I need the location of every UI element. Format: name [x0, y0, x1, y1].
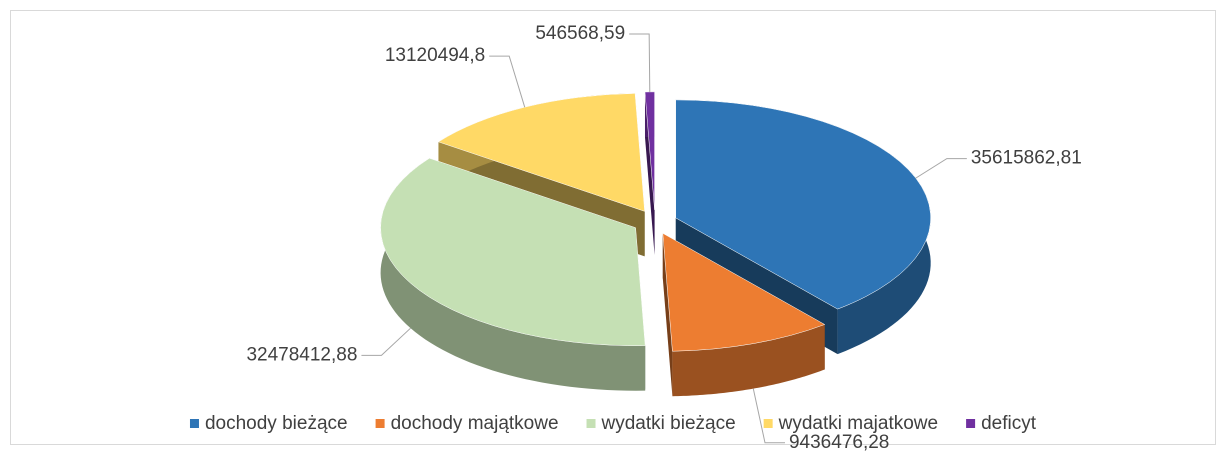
legend-label: wydatki bieżące: [601, 413, 736, 434]
data-label: 35615862,81: [971, 148, 1082, 169]
legend-item: wydatki majatkowe: [763, 413, 938, 434]
legend-swatch: [966, 419, 976, 428]
legend-item: deficyt: [966, 413, 1037, 434]
leader-line: [489, 55, 526, 108]
slice: [662, 232, 826, 352]
slice-outer-wall: [380, 158, 646, 391]
legend-swatch: [586, 419, 596, 428]
legend-label: dochody bieżące: [205, 413, 348, 434]
slice-tops: [380, 91, 931, 352]
legend-label: wydatki majatkowe: [778, 413, 938, 434]
legend-label: deficyt: [981, 413, 1037, 434]
slice-outer-wall: [672, 324, 825, 397]
data-label: 546568,59: [535, 23, 625, 44]
leader-line: [915, 158, 967, 179]
data-label: 32478412,88: [246, 344, 357, 365]
slice: [380, 157, 646, 346]
legend-item: dochody bieżące: [189, 413, 348, 434]
legend-item: dochody majątkowe: [375, 413, 559, 434]
leader-line: [361, 327, 411, 356]
data-label: 13120494,8: [385, 45, 485, 66]
legend-swatch: [763, 419, 773, 428]
leader-line: [629, 33, 651, 92]
legend-swatch: [189, 419, 199, 428]
data-label: 9436476,28: [789, 432, 889, 453]
legend-swatch: [375, 419, 385, 428]
legend-item: wydatki bieżące: [586, 413, 736, 434]
legend-label: dochody majątkowe: [391, 413, 559, 434]
data-labels: 35615862,81 9436476,28 32478412,88 13120494…: [246, 23, 1081, 453]
slice-side: [662, 233, 673, 397]
leader-line: [752, 388, 785, 444]
legend: dochody bieżące dochody majątkowe wydatki …: [189, 413, 1037, 434]
